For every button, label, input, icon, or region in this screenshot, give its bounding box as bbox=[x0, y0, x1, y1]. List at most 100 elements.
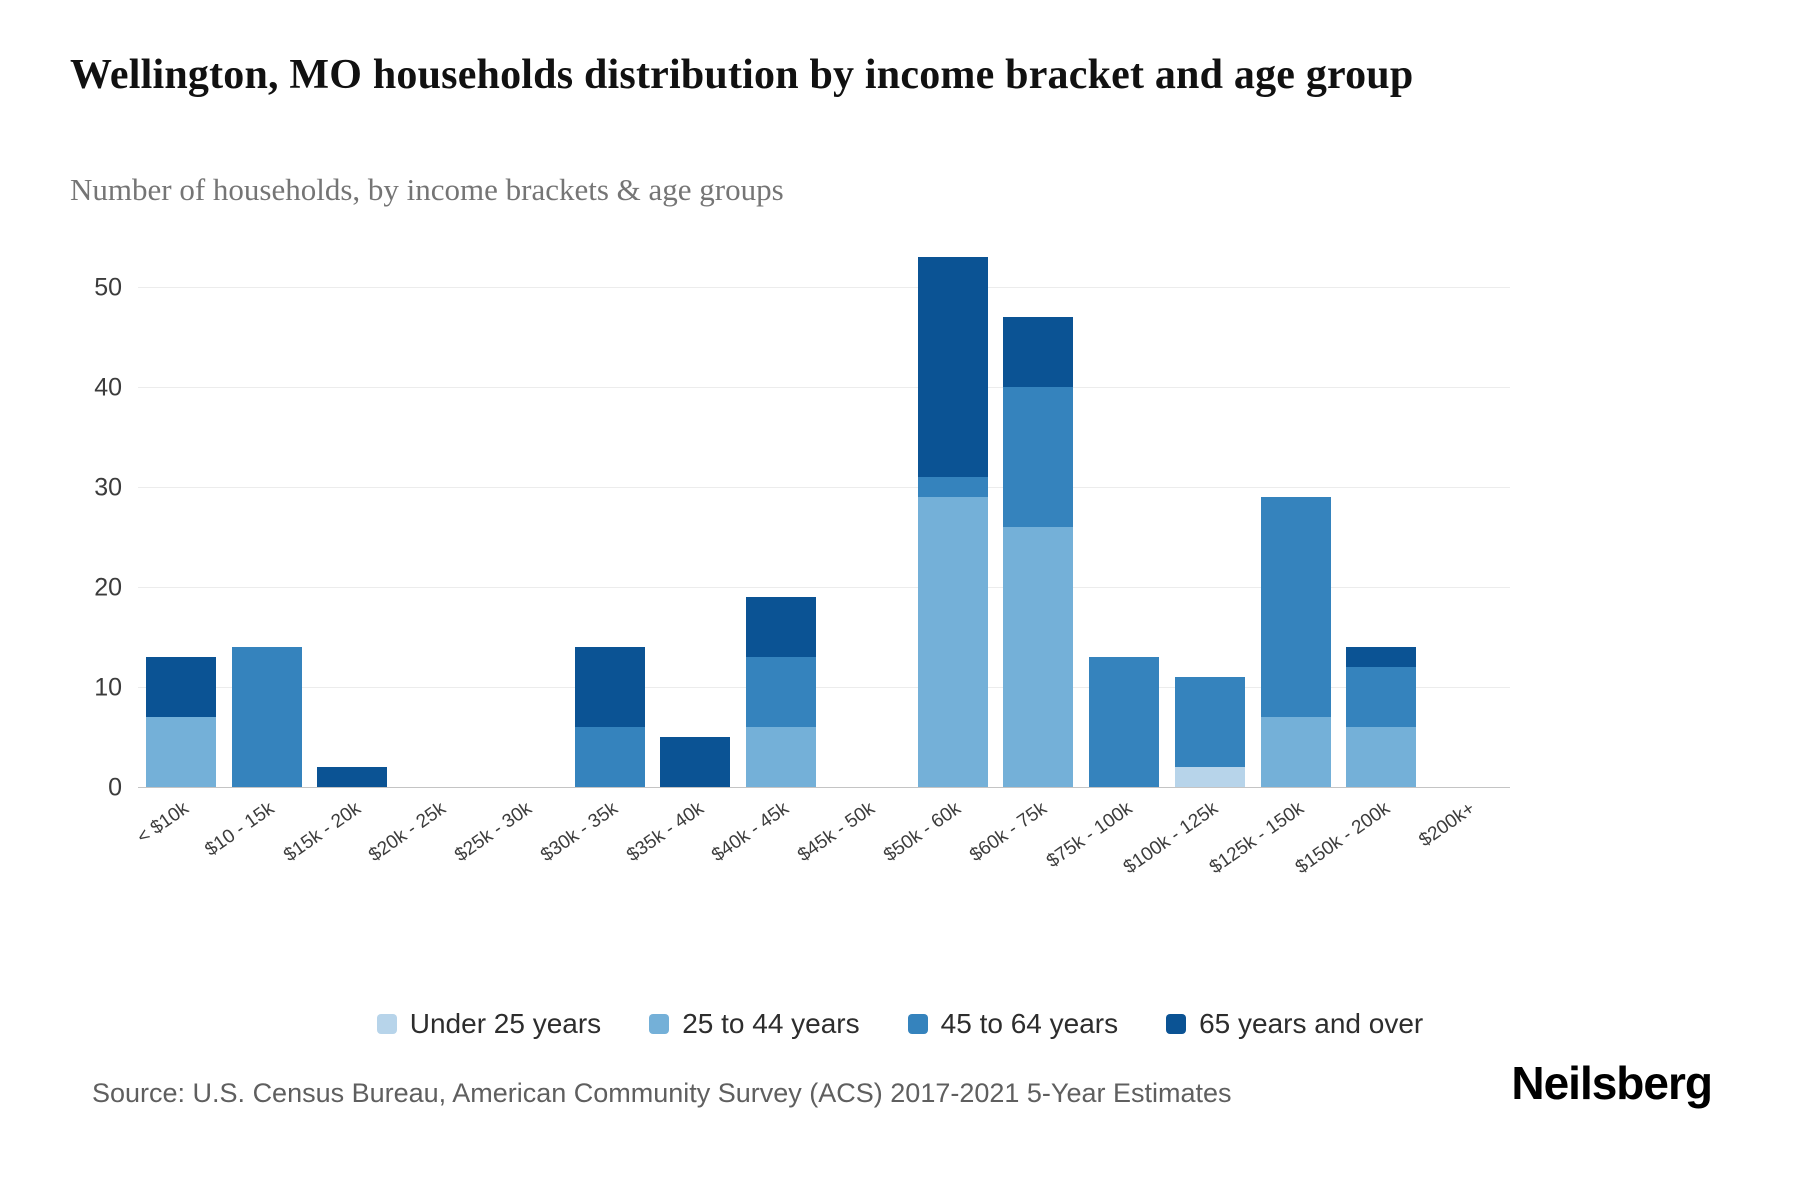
bar-segment bbox=[1003, 317, 1074, 387]
x-tick-label: $10 - 15k bbox=[201, 798, 279, 861]
x-tick-label: $20k - 25k bbox=[365, 798, 451, 867]
bar-segment bbox=[1260, 717, 1331, 787]
bar-segment bbox=[746, 597, 817, 657]
stacked-bar bbox=[574, 647, 645, 787]
stacked-bar bbox=[317, 767, 388, 787]
stacked-bar bbox=[746, 597, 817, 787]
y-tick-label: 30 bbox=[94, 473, 122, 502]
y-tick-label: 40 bbox=[94, 373, 122, 402]
bar-segment bbox=[746, 727, 817, 787]
y-tick-label: 50 bbox=[94, 273, 122, 302]
bar-segment bbox=[917, 477, 988, 497]
y-tick-label: 20 bbox=[94, 573, 122, 602]
brand-logo: Neilsberg bbox=[1511, 1057, 1713, 1109]
gridline bbox=[138, 587, 1510, 588]
stacked-bar bbox=[231, 647, 302, 787]
bar-segment bbox=[231, 647, 302, 787]
legend-label: 25 to 44 years bbox=[682, 1008, 860, 1039]
bar-slots: < $10k $10 - 15k $15k - 20k $20k - 25k $25k … bbox=[134, 248, 1510, 878]
x-tick-label: $125k - 150k bbox=[1205, 798, 1308, 879]
bar-segment bbox=[145, 717, 216, 787]
x-tick-label: $30k - 35k bbox=[536, 798, 622, 867]
x-tick-label: $200k+ bbox=[1415, 798, 1480, 852]
x-tick-label: $50k - 60k bbox=[879, 798, 965, 867]
legend-swatch-icon bbox=[1166, 1014, 1187, 1034]
bar-segment bbox=[1089, 657, 1160, 787]
legend-label: 65 years and over bbox=[1199, 1008, 1424, 1039]
x-tick-label: $25k - 30k bbox=[451, 798, 536, 867]
bar-segment bbox=[1260, 497, 1331, 717]
gridline bbox=[138, 287, 1510, 288]
bar-slot: $15k - 20k bbox=[280, 248, 396, 866]
bar-segment bbox=[1346, 727, 1417, 787]
bar-slot: $50k - 60k bbox=[880, 248, 996, 866]
bar-segment bbox=[1346, 647, 1417, 667]
bar-slot: $35k - 40k bbox=[623, 248, 739, 866]
legend-swatch-icon bbox=[649, 1014, 670, 1034]
bar-slot: $45k - 50k bbox=[794, 248, 910, 866]
gridline bbox=[138, 387, 1510, 388]
stacked-bar bbox=[1089, 657, 1160, 787]
chart-subtitle: Number of households, by income brackets… bbox=[70, 172, 784, 207]
y-axis: 0 10 20 30 40 50 bbox=[70, 248, 122, 802]
gridline bbox=[138, 687, 1510, 688]
x-tick-label: $100k - 125k bbox=[1119, 798, 1222, 879]
bar-segment bbox=[917, 497, 988, 787]
bar-segment bbox=[660, 737, 731, 787]
source-note: Source: U.S. Census Bureau, American Com… bbox=[92, 1078, 1232, 1108]
bar-segment bbox=[917, 257, 988, 477]
bar-segment bbox=[574, 647, 645, 727]
gridline bbox=[138, 487, 1510, 488]
bar-slot: $100k - 125k bbox=[1120, 248, 1253, 878]
bar-slot: $125k - 150k bbox=[1206, 248, 1339, 878]
legend-item: Under 25 years bbox=[376, 1008, 602, 1040]
bar-segment bbox=[1003, 387, 1074, 527]
x-tick-label: $60k - 75k bbox=[965, 798, 1051, 867]
x-tick-label: < $10k bbox=[133, 798, 193, 849]
legend: Under 25 years 25 to 44 years 45 to 64 yea… bbox=[0, 1008, 1800, 1040]
stacked-bar bbox=[1346, 647, 1417, 787]
x-tick-label: $35k - 40k bbox=[622, 798, 708, 867]
x-axis-line bbox=[138, 787, 1510, 788]
legend-swatch-icon bbox=[907, 1014, 928, 1034]
bar-segment bbox=[746, 657, 817, 727]
bar-slot: $40k - 45k bbox=[708, 248, 824, 866]
bar-slot: $10 - 15k bbox=[202, 248, 310, 861]
x-tick-label: $40k - 45k bbox=[708, 798, 794, 867]
bar-slot: $200k+ bbox=[1416, 248, 1510, 851]
legend-item: 45 to 64 years bbox=[907, 1008, 1119, 1040]
legend-label: 45 to 64 years bbox=[940, 1008, 1119, 1039]
stacked-bar bbox=[1003, 317, 1074, 787]
bar-slot: $25k - 30k bbox=[451, 248, 567, 866]
stacked-bar bbox=[660, 737, 731, 787]
stacked-bar bbox=[1260, 497, 1331, 787]
stacked-bar bbox=[1174, 677, 1245, 787]
bar-segment bbox=[1174, 677, 1245, 767]
bar-segment bbox=[145, 657, 216, 717]
bar-segment bbox=[574, 727, 645, 787]
bar-segment bbox=[317, 767, 388, 787]
x-tick-label: $15k - 20k bbox=[279, 798, 365, 867]
y-tick-label: 0 bbox=[108, 773, 122, 802]
x-tick-label: $45k - 50k bbox=[794, 798, 879, 867]
y-tick-label: 10 bbox=[94, 673, 122, 702]
bar-slot: $60k - 75k bbox=[966, 248, 1082, 866]
bar-slot: $75k - 100k bbox=[1043, 248, 1167, 872]
bar-slot: $20k - 25k bbox=[365, 248, 481, 866]
x-tick-label: $150k - 200k bbox=[1291, 798, 1394, 879]
stacked-bar-chart: 0 10 20 30 40 50 < $10k $10 - 15k $15k - 20k $20… bbox=[70, 248, 1510, 888]
legend-label: Under 25 years bbox=[409, 1008, 602, 1039]
legend-item: 65 years and over bbox=[1166, 1008, 1423, 1040]
stacked-bar bbox=[917, 257, 988, 787]
bar-segment bbox=[1003, 527, 1074, 787]
bar-slot: $30k - 35k bbox=[537, 248, 653, 866]
chart-title: Wellington, MO households distribution b… bbox=[70, 52, 1414, 98]
legend-swatch-icon bbox=[376, 1014, 397, 1034]
bar-segment bbox=[1174, 767, 1245, 787]
plot-area: < $10k $10 - 15k $15k - 20k $20k - 25k $25k … bbox=[134, 248, 1510, 878]
bar-segment bbox=[1346, 667, 1417, 727]
bar-slot: $150k - 200k bbox=[1291, 248, 1425, 878]
bar-slot: < $10k bbox=[134, 248, 224, 848]
stacked-bar bbox=[145, 657, 216, 787]
